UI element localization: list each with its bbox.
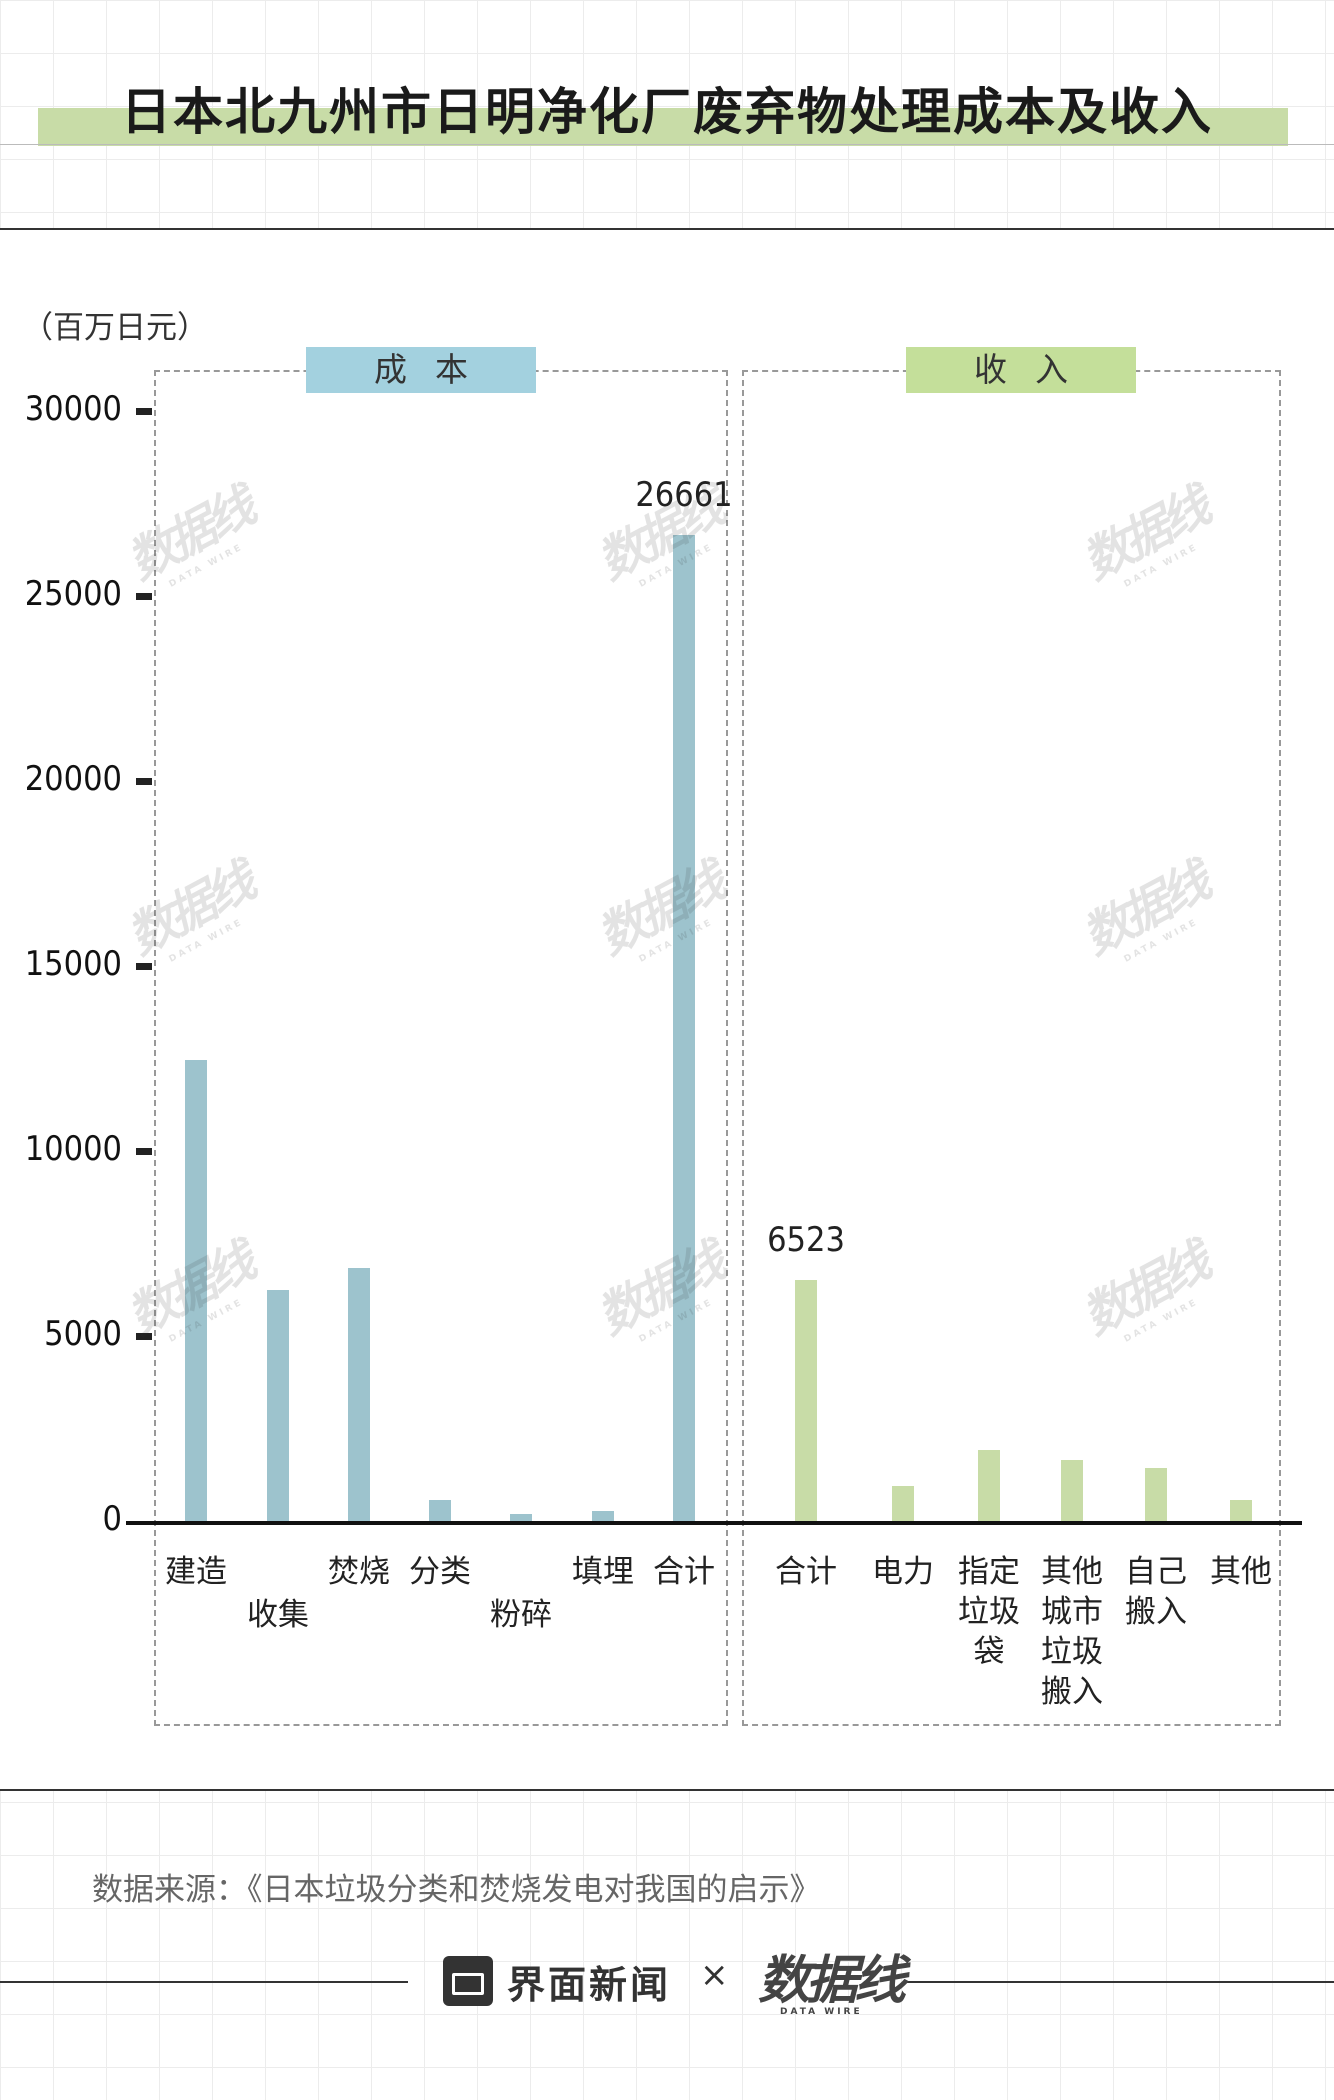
income-bar	[1145, 1468, 1167, 1521]
x-axis-baseline	[126, 1521, 1302, 1525]
bar-data-label: 6523	[767, 1219, 845, 1260]
cost-bar	[267, 1289, 289, 1521]
y-tick-mark	[136, 1333, 152, 1340]
cost-bar	[348, 1267, 370, 1521]
y-axis-unit: （百万日元）	[22, 310, 208, 346]
jiemian-logo: 界面新闻	[443, 1953, 671, 2009]
footer-rule-right	[905, 1981, 1334, 1983]
x-category-label: 电力	[872, 1554, 934, 1590]
y-tick-label: 20000	[24, 759, 122, 799]
datawire-logo-en: DATA WIRE	[780, 2007, 863, 2017]
y-tick-label: 0	[102, 1499, 122, 1539]
title-underline	[0, 144, 1334, 145]
income-bar	[1061, 1460, 1083, 1521]
y-tick-label: 5000	[44, 1314, 122, 1354]
jiemian-logo-text: 界面新闻	[507, 1962, 672, 2007]
y-tick-label: 15000	[24, 944, 122, 984]
cost-panel-header: 成本	[306, 347, 536, 393]
datawire-logo-cn: 数据线	[758, 1951, 906, 2011]
x-category-label: 合计	[775, 1554, 837, 1590]
income-bar	[892, 1485, 914, 1521]
y-tick-label: 10000	[24, 1129, 122, 1169]
y-tick-label: 30000	[24, 389, 122, 429]
x-category-label: 焚烧	[328, 1554, 390, 1590]
y-tick-mark	[136, 963, 152, 970]
cost-bar	[673, 534, 695, 1521]
jiemian-logo-icon	[443, 1956, 493, 2006]
header-divider	[0, 228, 1334, 230]
datawire-logo: 数据线 DATA WIRE	[758, 1938, 906, 2017]
x-category-label: 填埋	[572, 1554, 634, 1590]
chart-title: 日本北九州市日明净化厂废弃物处理成本及收入	[121, 83, 1213, 141]
y-tick-mark	[136, 1148, 152, 1155]
cost-bar	[185, 1060, 207, 1521]
x-category-label: 指定 垃圾 袋	[958, 1554, 1020, 1670]
logo-separator: ×	[700, 1955, 729, 1995]
bar-data-label: 26661	[635, 474, 733, 515]
title-highlight	[38, 108, 1288, 146]
footer-divider	[0, 1789, 1334, 1791]
x-category-label: 建造	[165, 1554, 227, 1590]
data-source: 数据来源：《日本垃圾分类和焚烧发电对我国的启示》	[92, 1872, 821, 1908]
income-bar	[978, 1449, 1000, 1521]
y-tick-mark	[136, 593, 152, 600]
income-bar	[1230, 1500, 1252, 1521]
chart-background	[0, 230, 1334, 1790]
x-category-label: 收集	[247, 1597, 309, 1633]
footer-rule-left	[0, 1981, 408, 1983]
income-bar	[795, 1279, 817, 1521]
x-category-label: 粉碎	[490, 1597, 552, 1633]
x-category-label: 分类	[409, 1554, 471, 1590]
x-category-label: 其他	[1210, 1554, 1272, 1590]
x-category-label: 其他 城市 垃圾 搬入	[1041, 1554, 1103, 1710]
y-tick-label: 25000	[24, 574, 122, 614]
cost-bar	[510, 1513, 532, 1521]
y-tick-mark	[136, 778, 152, 785]
cost-bar	[592, 1510, 614, 1521]
x-category-label: 合计	[653, 1554, 715, 1590]
x-category-label: 自己 搬入	[1125, 1554, 1187, 1630]
cost-bar	[429, 1500, 451, 1521]
income-panel-header: 收入	[906, 347, 1136, 393]
y-tick-mark	[136, 408, 152, 415]
